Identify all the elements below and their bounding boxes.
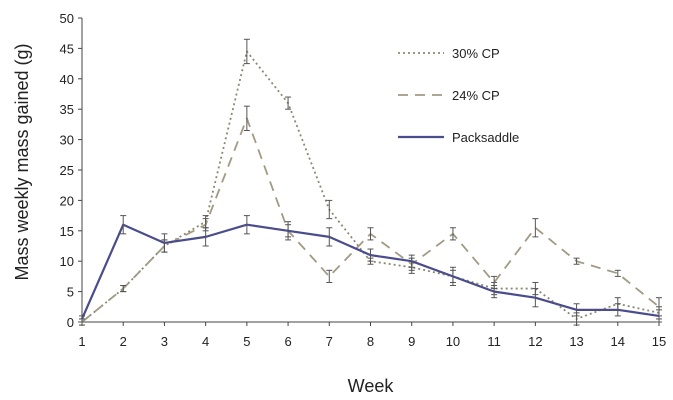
error-bar: [285, 221, 292, 241]
series-line: [81, 117, 660, 323]
y-tick-label: 15: [60, 224, 74, 239]
x-tick-label: 11: [487, 334, 501, 349]
error-bar: [161, 233, 168, 253]
series-line: [81, 50, 660, 323]
y-tick-label: 30: [60, 133, 74, 148]
error-bar: [656, 309, 662, 323]
error-bar: [449, 266, 456, 287]
series-30-cp: [79, 38, 662, 326]
error-bar: [367, 227, 374, 241]
error-bar: [326, 227, 333, 247]
error-bar: [532, 288, 539, 308]
x-axis: 1 2 3 4 5 6 7 8 9 10 11 12 13 14 15: [78, 321, 666, 349]
legend-item: 24% CP: [398, 88, 500, 103]
y-tick-label: 50: [60, 11, 74, 26]
error-bar: [79, 315, 85, 323]
y-tick-label: 0: [67, 315, 74, 330]
x-tick-label: 2: [120, 334, 127, 349]
x-tick-label: 12: [528, 334, 542, 349]
y-tick-label: 25: [60, 163, 74, 178]
legend-item: Packsaddle: [398, 130, 519, 145]
error-bar: [243, 105, 250, 131]
error-bar: [202, 227, 209, 247]
legend: 30% CP 24% CP Packsaddle: [398, 46, 519, 145]
y-tick-label: 10: [60, 254, 74, 269]
error-bar: [532, 218, 539, 238]
error-bar: [120, 285, 127, 293]
x-tick-label: 15: [652, 334, 666, 349]
x-tick-label: 14: [611, 334, 625, 349]
error-bar: [573, 257, 580, 265]
legend-label: 24% CP: [452, 88, 500, 103]
series-24-cp: [79, 105, 662, 326]
error-bar: [243, 38, 250, 65]
x-tick-label: 4: [202, 334, 209, 349]
error-bar: [120, 215, 127, 235]
y-axis-title: Mass weekly mass gained (g): [12, 43, 32, 280]
series-packsaddle: [79, 215, 662, 323]
error-bar: [326, 269, 333, 283]
error-bar: [367, 248, 374, 262]
x-tick-label: 3: [161, 334, 168, 349]
y-tick-label: 20: [60, 193, 74, 208]
error-bar: [449, 227, 456, 241]
x-tick-label: 9: [408, 334, 415, 349]
error-bar: [573, 303, 580, 317]
error-bar: [614, 269, 621, 277]
x-tick-label: 8: [367, 334, 374, 349]
legend-item: 30% CP: [398, 46, 500, 61]
x-tick-label: 5: [243, 334, 250, 349]
error-bar: [326, 199, 333, 220]
x-tick-label: 6: [284, 334, 291, 349]
y-tick-label: 35: [60, 102, 74, 117]
error-bar: [408, 254, 415, 268]
error-bar: [285, 96, 292, 110]
error-bar: [491, 285, 498, 299]
y-tick-label: 5: [67, 285, 74, 300]
legend-label: Packsaddle: [452, 130, 519, 145]
x-axis-title: Week: [348, 376, 395, 396]
legend-label: 30% CP: [452, 46, 500, 61]
y-tick-label: 45: [60, 41, 74, 56]
error-bar: [614, 303, 621, 317]
x-tick-label: 1: [78, 334, 85, 349]
x-tick-label: 13: [569, 334, 583, 349]
y-tick-label: 40: [60, 72, 74, 87]
x-tick-label: 7: [326, 334, 333, 349]
y-axis: 0 5 10 15 20 25 30 35 40 45 50: [60, 11, 83, 330]
series-layer: [79, 38, 662, 326]
error-bar: [243, 215, 250, 235]
x-tick-label: 10: [446, 334, 460, 349]
